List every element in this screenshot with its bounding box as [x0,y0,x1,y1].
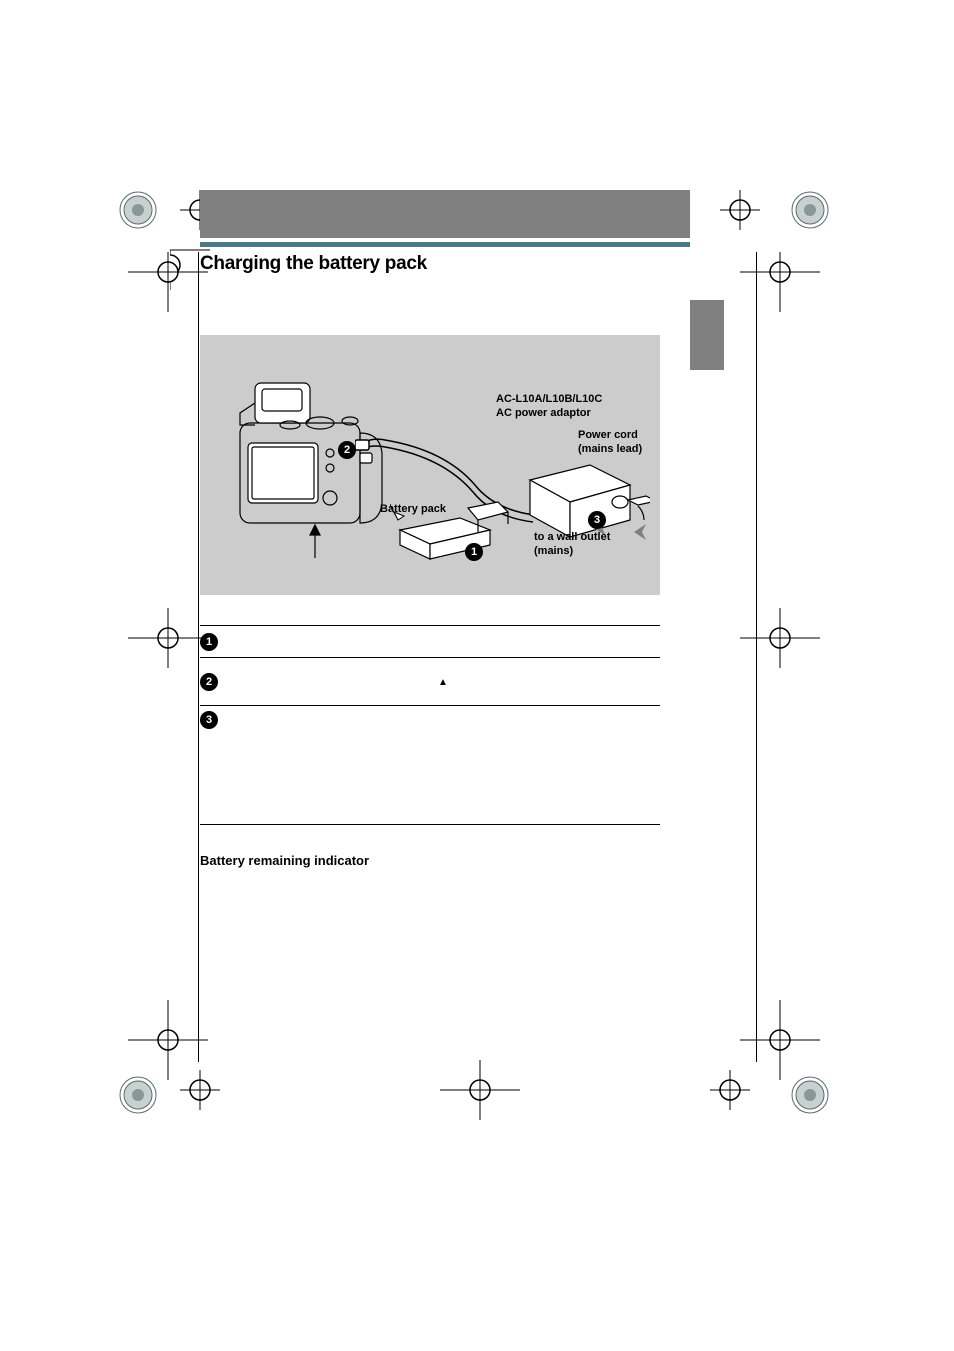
callout-1: 1 [465,543,483,561]
crop-bc [440,1060,520,1120]
crop-ml [128,608,208,668]
step-num-3: 3 [200,711,218,729]
step-num-1: 1 [200,633,218,651]
label-outlet-1: to a wall outlet [534,531,610,545]
label-adaptor-name: AC power adaptor [496,407,591,421]
reg-circle-tl [118,190,158,230]
crop-bl [170,1060,230,1120]
label-power-cord-1: Power cord [578,429,638,443]
reg-circle-tr [790,190,830,230]
step-num-2: 2 [200,673,218,691]
triangle-icon: ▲ [438,677,448,688]
steps-list: 1 2 ▲ 3 [200,625,660,734]
reg-circle-br [790,1075,830,1115]
side-tab [690,300,724,370]
sub-heading: Battery remaining indicator [200,853,754,868]
reg-circle-bl [118,1075,158,1115]
label-power-cord-2: (mains lead) [578,443,642,457]
header-accent-bar [200,242,690,247]
crop-line-left [198,252,199,1062]
header-gray-bar [200,190,690,238]
crop-line-right [756,252,757,1062]
crop-br [700,1060,760,1120]
step-row-2: 2 ▲ [200,658,660,706]
label-battery-pack: Battery pack [380,503,446,517]
step-row-3: 3 [200,706,660,734]
label-adaptor-model: AC-L10A/L10B/L10C [496,393,602,407]
callout-2: 2 [338,441,356,459]
page-content: Charging the battery pack [200,190,754,868]
step-row-1: 1 [200,626,660,658]
callout-3: 3 [588,511,606,529]
section-title: Charging the battery pack [200,253,754,275]
divider-line [200,824,660,825]
charging-diagram: AC-L10A/L10B/L10C AC power adaptor Power… [200,335,660,595]
crop-tl-inner [128,252,208,312]
label-outlet-2: (mains) [534,545,573,559]
